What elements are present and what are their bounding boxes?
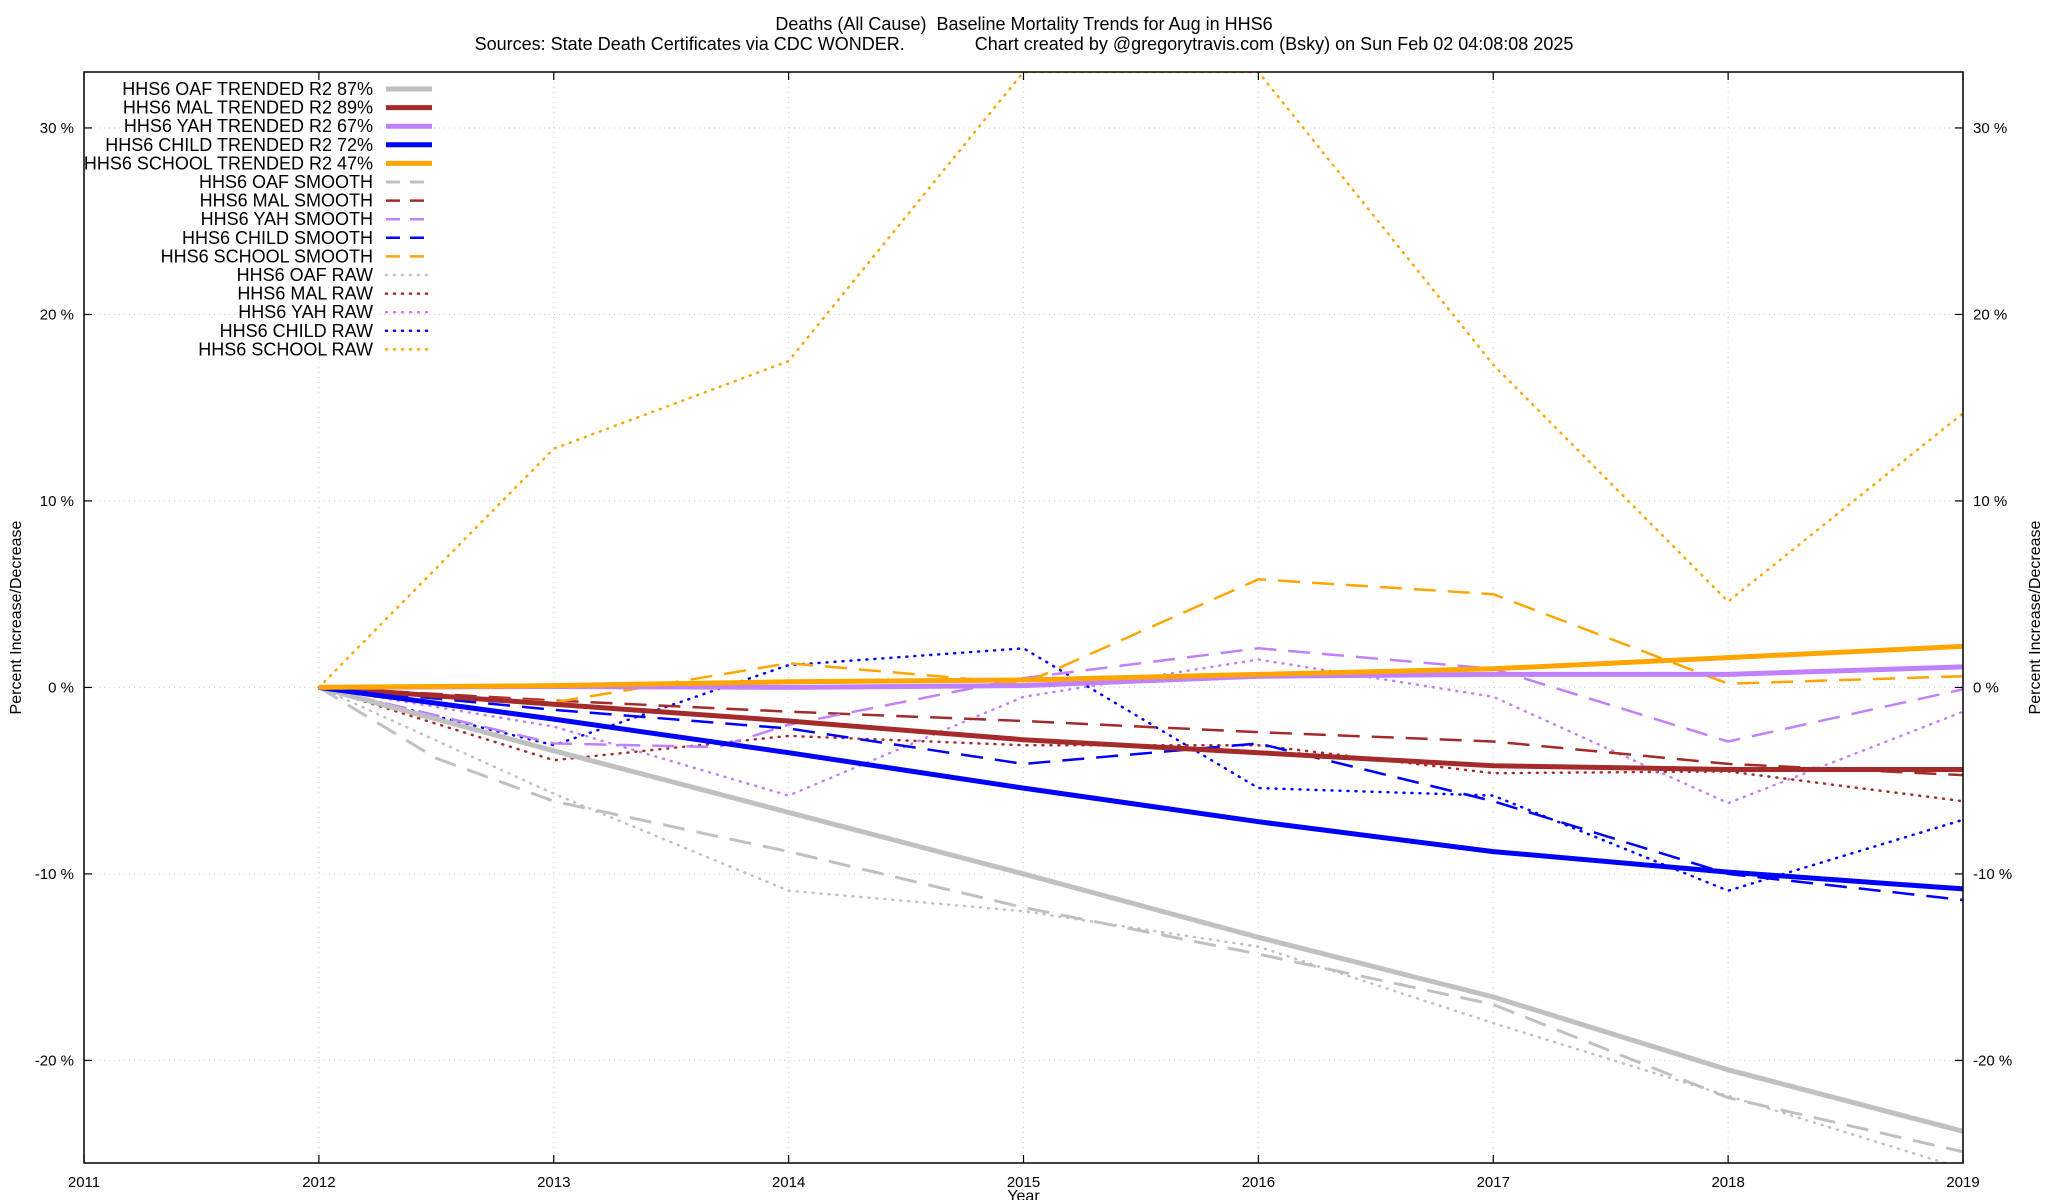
y-tick-label: -20 %: [35, 1052, 74, 1069]
legend-label: HHS6 MAL TRENDED R2 89%: [123, 98, 373, 118]
legend-label: HHS6 SCHOOL TRENDED R2 47%: [84, 153, 373, 173]
legend-label: HHS6 OAF TRENDED R2 87%: [122, 79, 373, 99]
y-tick-label: 10 %: [40, 493, 74, 510]
legend-label: HHS6 YAH SMOOTH: [201, 209, 373, 229]
series-line-hhs6-oaf-smooth: [318, 686, 1963, 1154]
legend-label: HHS6 CHILD TRENDED R2 72%: [105, 135, 373, 155]
x-tick-label: 2018: [1711, 1174, 1744, 1191]
y-tick-label: 0 %: [48, 679, 74, 696]
chart-subtitle: Sources: State Death Certificates via CD…: [474, 34, 1574, 54]
x-tick-label: 2015: [1007, 1174, 1040, 1191]
legend-label: HHS6 SCHOOL SMOOTH: [161, 246, 373, 266]
series-line-hhs6-mal-smooth: [318, 686, 1963, 777]
y-axis-label: Percent Increase/Decrease: [8, 520, 25, 714]
legend-label: HHS6 MAL RAW: [237, 284, 373, 304]
x-tick-label: 2012: [302, 1174, 335, 1191]
x-tick-label: 2014: [772, 1174, 805, 1191]
series-line-hhs6-school-smooth: [318, 578, 1963, 704]
y2-tick-label: 30 %: [1973, 120, 2007, 137]
y2-tick-label: -10 %: [1973, 866, 2012, 883]
x-tick-label: 2019: [1946, 1174, 1979, 1191]
legend-label: HHS6 OAF RAW: [237, 265, 373, 285]
x-tick-label: 2013: [537, 1174, 570, 1191]
y2-axis-label: Percent Increase/Decrease: [2027, 520, 2044, 714]
x-tick-label: 2011: [68, 1174, 100, 1191]
y2-tick-label: -20 %: [1973, 1052, 2012, 1069]
series-line-hhs6-child-trended-r2-72: [318, 684, 1963, 892]
x-axis-label: Year: [1007, 1188, 1040, 1200]
legend-label: HHS6 YAH RAW: [238, 302, 373, 322]
x-tick-label: 2017: [1477, 1174, 1510, 1191]
series-line-hhs6-oaf-trended-r2-87: [318, 684, 1963, 1134]
legend-label: HHS6 OAF SMOOTH: [199, 172, 373, 192]
legend-label: HHS6 YAH TRENDED R2 67%: [124, 116, 373, 136]
legend-label: HHS6 SCHOOL RAW: [198, 339, 373, 359]
y2-tick-label: 0 %: [1973, 679, 1999, 696]
chart-title: Deaths (All Cause) Baseline Mortality Tr…: [775, 14, 1273, 34]
legend-label: HHS6 CHILD RAW: [220, 321, 373, 341]
series-line-hhs6-child-smooth: [318, 686, 1963, 902]
y2-tick-label: 10 %: [1973, 493, 2007, 510]
plot-series: [317, 72, 1963, 1163]
x-tick-label: 2016: [1242, 1174, 1275, 1191]
y-tick-label: 20 %: [40, 306, 74, 323]
y2-tick-label: 20 %: [1973, 306, 2007, 323]
axis-ticks: 2011 2012 2013 2014 2015 2016 2017 2018 2019 -20 …: [35, 72, 2012, 1191]
legend-label: HHS6 MAL SMOOTH: [200, 191, 373, 211]
legend: HHS6 OAF TRENDED R2 87%HHS6 MAL TRENDED …: [84, 79, 434, 359]
y-tick-label: 30 %: [40, 120, 74, 137]
y-tick-label: -10 %: [35, 866, 74, 883]
series-line-hhs6-school-trended-r2-47: [318, 643, 1963, 690]
series-line-hhs6-mal-trended-r2-89: [318, 684, 1963, 772]
legend-label: HHS6 CHILD SMOOTH: [182, 228, 373, 248]
series-line-hhs6-mal-raw: [317, 686, 1963, 803]
series-line-hhs6-school-raw: [317, 72, 1963, 689]
series-line-hhs6-yah-smooth: [318, 647, 1963, 749]
